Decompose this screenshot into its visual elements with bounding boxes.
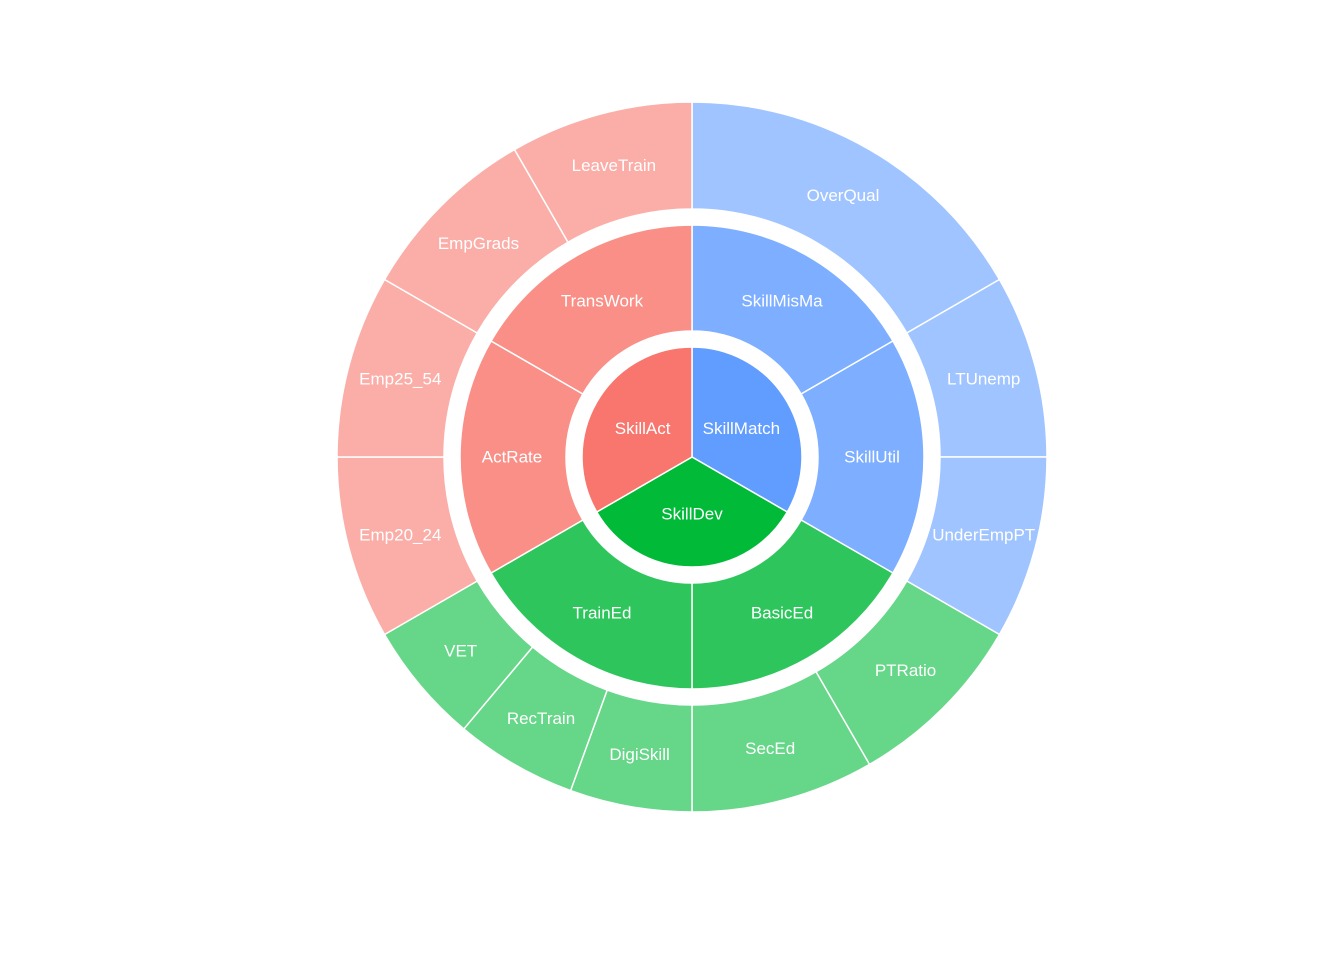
label-trained: TrainEd	[573, 603, 632, 622]
segment-trained[interactable]	[490, 518, 693, 690]
segment-basiced[interactable]	[691, 518, 894, 690]
segment-leavetrain[interactable]	[513, 101, 693, 244]
label-emp20-24: Emp20_24	[359, 526, 441, 545]
segment-skillmatch[interactable]	[691, 346, 803, 514]
segment-skillact[interactable]	[581, 346, 693, 514]
label-basiced: BasicEd	[751, 603, 813, 622]
label-overqual: OverQual	[807, 186, 880, 205]
segment-skilldev[interactable]	[595, 456, 789, 568]
label-ptratio: PTRatio	[875, 661, 936, 680]
label-skillutil: SkillUtil	[844, 448, 900, 467]
label-transwork: TransWork	[561, 292, 644, 311]
label-ltunemp: LTUnemp	[947, 369, 1020, 388]
label-underemppt: UnderEmpPT	[932, 526, 1035, 545]
label-actrate: ActRate	[482, 448, 542, 467]
label-skillmisma: SkillMisMa	[741, 292, 823, 311]
segment-skillutil[interactable]	[800, 339, 925, 575]
label-leavetrain: LeaveTrain	[572, 156, 656, 175]
label-seced: SecEd	[745, 739, 795, 758]
sunburst-labels: SkillMatch SkillMisMa OverQual SkillUtil LTU…	[359, 156, 1035, 764]
segment-skillmisma[interactable]	[691, 224, 894, 396]
label-vet: VET	[444, 642, 477, 661]
label-emp25-54: Emp25_54	[359, 369, 441, 388]
label-skilldev: SkillDev	[661, 505, 723, 524]
label-skillmatch: SkillMatch	[703, 419, 780, 438]
segment-actrate[interactable]	[459, 339, 584, 575]
sunburst-arcs	[336, 101, 1048, 813]
label-rectrain: RecTrain	[507, 709, 575, 728]
label-digiskill: DigiSkill	[609, 745, 669, 764]
label-skillact: SkillAct	[615, 419, 671, 438]
segment-transwork[interactable]	[490, 224, 693, 396]
label-empgrads: EmpGrads	[438, 234, 519, 253]
